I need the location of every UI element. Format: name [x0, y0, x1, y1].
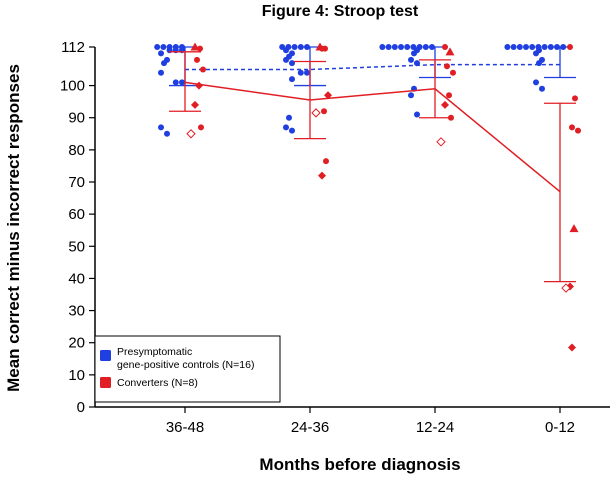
control-point [529, 44, 536, 50]
chart-title: Figure 4: Stroop test [262, 3, 419, 20]
converter-point-open-diamond [561, 283, 571, 293]
control-point [304, 69, 310, 76]
control-point [414, 111, 420, 118]
x-tick-label: 36-48 [166, 419, 204, 436]
converter-point-circle [200, 66, 206, 73]
control-point [283, 56, 289, 63]
legend-label-controls-line2: gene-positive controls (N=16) [117, 359, 254, 371]
converter-point-circle [575, 127, 581, 134]
control-point [164, 130, 170, 137]
control-point [411, 50, 417, 57]
x-tick-label: 0-12 [545, 419, 575, 436]
control-mean-line [185, 63, 560, 71]
control-point [408, 92, 414, 99]
control-point [158, 50, 164, 57]
converter-point-circle [572, 95, 578, 102]
y-tick-label: 112 [61, 39, 85, 56]
converter-point-circle [323, 158, 329, 165]
control-point [154, 44, 161, 50]
y-tick-label: 100 [60, 78, 85, 95]
y-tick-label: 50 [68, 238, 85, 255]
converter-point-triangle [445, 47, 455, 56]
y-tick-label: 0 [77, 399, 85, 416]
control-point [408, 56, 414, 63]
converter-point-diamond [195, 81, 203, 90]
control-point [523, 44, 529, 50]
converter-point-circle [567, 44, 573, 50]
control-point [291, 44, 298, 50]
legend-swatch-converters [100, 377, 111, 388]
control-point [158, 124, 164, 131]
control-point [283, 124, 289, 131]
control-point [289, 76, 295, 83]
data-marks [154, 42, 581, 352]
legend-swatch-controls [100, 350, 111, 361]
converter-point-circle [442, 44, 448, 50]
converter-point-circle [450, 69, 456, 76]
control-point [289, 127, 295, 134]
control-point [541, 44, 548, 50]
y-tick-label: 20 [68, 335, 85, 352]
x-tick-label: 12-24 [416, 419, 454, 436]
converter-point-circle [198, 124, 204, 131]
y-tick-label: 40 [68, 270, 85, 287]
converter-point-circle [444, 63, 450, 70]
control-point [385, 44, 392, 50]
y-tick-label: 80 [68, 142, 85, 159]
control-point [297, 69, 304, 76]
control-point [516, 44, 523, 50]
converter-point-circle [319, 45, 325, 52]
y-tick-label: 70 [68, 174, 85, 191]
control-point [404, 44, 411, 50]
control-point [379, 44, 386, 50]
control-point [533, 50, 539, 57]
control-point [398, 44, 404, 50]
legend-box [94, 335, 281, 403]
control-point [160, 44, 167, 50]
y-tick-label: 10 [68, 367, 85, 384]
converter-point-diamond [318, 171, 326, 180]
converter-point-open-diamond [186, 129, 196, 139]
converter-point-circle [569, 124, 575, 131]
converter-point-diamond [568, 343, 576, 352]
y-tick-label: 90 [68, 110, 85, 127]
x-tick-label: 24-36 [291, 419, 329, 436]
converter-point-circle [194, 56, 200, 63]
legend-label-controls-line1: Presymptomatic [117, 346, 192, 358]
converter-point-circle [197, 45, 203, 52]
axes: 0 10 20 30 40 50 60 70 80 90 100 112 36-48 24-36 12-24… [60, 39, 610, 436]
y-axis-title: Mean correct minus incorrect responses [4, 64, 23, 392]
converter-mean-line [184, 81, 561, 193]
control-point [539, 85, 545, 92]
control-point [504, 44, 511, 50]
converter-point-circle [321, 108, 327, 115]
converter-point-diamond [441, 100, 449, 109]
converter-point-open-diamond [436, 137, 446, 147]
control-point [179, 79, 185, 86]
converter-point-circle [446, 92, 452, 99]
control-point [391, 44, 398, 50]
control-point [533, 79, 539, 86]
converter-point-diamond [324, 91, 332, 100]
converter-point-circle [448, 114, 454, 121]
control-point [510, 44, 517, 50]
y-tick-label: 30 [68, 303, 85, 320]
legend: Presymptomatic gene-positive controls (N… [94, 335, 281, 403]
control-point [286, 114, 292, 121]
converter-point-triangle [569, 224, 579, 233]
control-point [289, 60, 295, 67]
x-axis-title: Months before diagnosis [259, 455, 460, 474]
control-point [172, 79, 179, 86]
converter-point-open-diamond [311, 108, 321, 118]
y-tick-label: 60 [68, 206, 85, 223]
control-point [158, 69, 164, 76]
control-point [283, 47, 289, 54]
converter-point-diamond [191, 100, 199, 109]
legend-label-converters: Converters (N=8) [117, 377, 198, 389]
control-point [161, 60, 167, 67]
